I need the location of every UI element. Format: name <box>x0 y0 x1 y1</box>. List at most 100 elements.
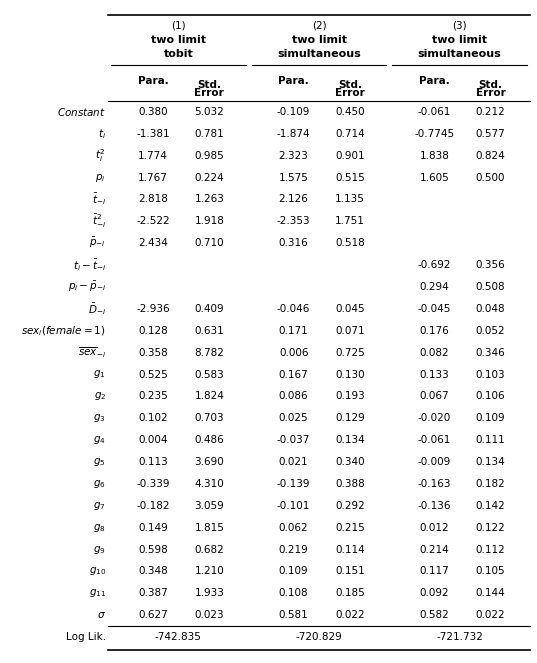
Text: 0.108: 0.108 <box>279 588 308 598</box>
Text: $\bar{D}_{-i}$: $\bar{D}_{-i}$ <box>88 301 106 317</box>
Text: 0.387: 0.387 <box>138 588 168 598</box>
Text: 0.144: 0.144 <box>476 588 505 598</box>
Text: Std.: Std. <box>197 80 221 90</box>
Text: 0.006: 0.006 <box>279 347 308 357</box>
Text: 0.518: 0.518 <box>335 238 365 248</box>
Text: two limit: two limit <box>151 35 206 45</box>
Text: 0.292: 0.292 <box>335 501 365 511</box>
Text: 0.151: 0.151 <box>335 566 365 576</box>
Text: -0.136: -0.136 <box>418 501 451 511</box>
Text: 0.714: 0.714 <box>335 129 365 139</box>
Text: -0.692: -0.692 <box>418 260 451 270</box>
Text: -721.732: -721.732 <box>436 632 483 642</box>
Text: 0.294: 0.294 <box>419 282 449 292</box>
Text: Error: Error <box>194 88 224 98</box>
Text: -0.045: -0.045 <box>418 304 451 314</box>
Text: $g_8$: $g_8$ <box>93 522 106 534</box>
Text: Error: Error <box>335 88 365 98</box>
Text: 1.824: 1.824 <box>194 391 224 401</box>
Text: $\sigma$: $\sigma$ <box>97 610 106 620</box>
Text: Para.: Para. <box>419 76 449 86</box>
Text: 0.710: 0.710 <box>194 238 224 248</box>
Text: 0.122: 0.122 <box>476 522 505 532</box>
Text: 0.167: 0.167 <box>279 369 309 379</box>
Text: $g_9$: $g_9$ <box>93 544 106 556</box>
Text: 0.130: 0.130 <box>335 369 365 379</box>
Text: -0.037: -0.037 <box>277 435 310 445</box>
Text: 0.224: 0.224 <box>194 172 224 182</box>
Text: 0.515: 0.515 <box>335 172 365 182</box>
Text: 0.824: 0.824 <box>476 151 505 160</box>
Text: 0.901: 0.901 <box>335 151 365 160</box>
Text: simultaneous: simultaneous <box>277 49 361 59</box>
Text: Std.: Std. <box>478 80 503 90</box>
Text: 0.388: 0.388 <box>335 479 365 489</box>
Text: -0.061: -0.061 <box>418 107 451 117</box>
Text: -2.353: -2.353 <box>277 216 310 226</box>
Text: 0.109: 0.109 <box>476 413 505 423</box>
Text: 0.212: 0.212 <box>476 107 505 117</box>
Text: $t_i$: $t_i$ <box>98 127 106 141</box>
Text: $\overline{sex}_{-i}$: $\overline{sex}_{-i}$ <box>78 345 106 360</box>
Text: 2.434: 2.434 <box>138 238 168 248</box>
Text: -0.061: -0.061 <box>418 435 451 445</box>
Text: 0.105: 0.105 <box>476 566 505 576</box>
Text: $g_{11}$: $g_{11}$ <box>89 587 106 599</box>
Text: 0.071: 0.071 <box>335 326 365 335</box>
Text: 0.340: 0.340 <box>335 457 365 467</box>
Text: 0.112: 0.112 <box>476 544 505 554</box>
Text: -1.874: -1.874 <box>277 129 310 139</box>
Text: 0.193: 0.193 <box>335 391 365 401</box>
Text: 0.109: 0.109 <box>279 566 308 576</box>
Text: 0.583: 0.583 <box>194 369 224 379</box>
Text: 0.052: 0.052 <box>476 326 505 335</box>
Text: 1.605: 1.605 <box>419 172 449 182</box>
Text: (3): (3) <box>452 21 467 31</box>
Text: -0.101: -0.101 <box>277 501 310 511</box>
Text: $\bar{t}^2_{-i}$: $\bar{t}^2_{-i}$ <box>92 213 106 230</box>
Text: 0.022: 0.022 <box>476 610 505 620</box>
Text: $sex_i(female=1)$: $sex_i(female=1)$ <box>21 324 106 337</box>
Text: 0.004: 0.004 <box>138 435 168 445</box>
Text: -1.381: -1.381 <box>136 129 170 139</box>
Text: Para.: Para. <box>278 76 309 86</box>
Text: 1.918: 1.918 <box>194 216 224 226</box>
Text: 1.774: 1.774 <box>138 151 168 160</box>
Text: 4.310: 4.310 <box>194 479 224 489</box>
Text: 0.486: 0.486 <box>194 435 224 445</box>
Text: two limit: two limit <box>432 35 487 45</box>
Text: $g_3$: $g_3$ <box>93 412 106 424</box>
Text: 0.182: 0.182 <box>476 479 505 489</box>
Text: $\bar{t}_{-i}$: $\bar{t}_{-i}$ <box>92 192 106 208</box>
Text: 0.703: 0.703 <box>194 413 224 423</box>
Text: 0.025: 0.025 <box>279 413 308 423</box>
Text: 0.129: 0.129 <box>335 413 365 423</box>
Text: $\mathit{Constant}$: $\mathit{Constant}$ <box>57 106 106 118</box>
Text: $g_5$: $g_5$ <box>93 456 106 468</box>
Text: 0.985: 0.985 <box>194 151 224 160</box>
Text: $\bar{p}_{-i}$: $\bar{p}_{-i}$ <box>89 236 106 250</box>
Text: 2.818: 2.818 <box>138 194 168 204</box>
Text: -0.109: -0.109 <box>277 107 310 117</box>
Text: 0.525: 0.525 <box>138 369 168 379</box>
Text: (2): (2) <box>311 21 326 31</box>
Text: 0.133: 0.133 <box>419 369 449 379</box>
Text: -0.339: -0.339 <box>136 479 170 489</box>
Text: (1): (1) <box>171 21 186 31</box>
Text: 0.380: 0.380 <box>138 107 168 117</box>
Text: 3.059: 3.059 <box>194 501 224 511</box>
Text: 0.106: 0.106 <box>476 391 505 401</box>
Text: 0.134: 0.134 <box>335 435 365 445</box>
Text: 0.102: 0.102 <box>138 413 168 423</box>
Text: 0.012: 0.012 <box>419 522 449 532</box>
Text: $g_{10}$: $g_{10}$ <box>89 566 106 577</box>
Text: 0.021: 0.021 <box>279 457 308 467</box>
Text: 0.581: 0.581 <box>279 610 309 620</box>
Text: 0.062: 0.062 <box>279 522 308 532</box>
Text: 0.022: 0.022 <box>335 610 365 620</box>
Text: $t^2_i$: $t^2_i$ <box>96 147 106 164</box>
Text: 1.767: 1.767 <box>138 172 168 182</box>
Text: 0.781: 0.781 <box>194 129 224 139</box>
Text: 0.450: 0.450 <box>335 107 365 117</box>
Text: 0.171: 0.171 <box>279 326 309 335</box>
